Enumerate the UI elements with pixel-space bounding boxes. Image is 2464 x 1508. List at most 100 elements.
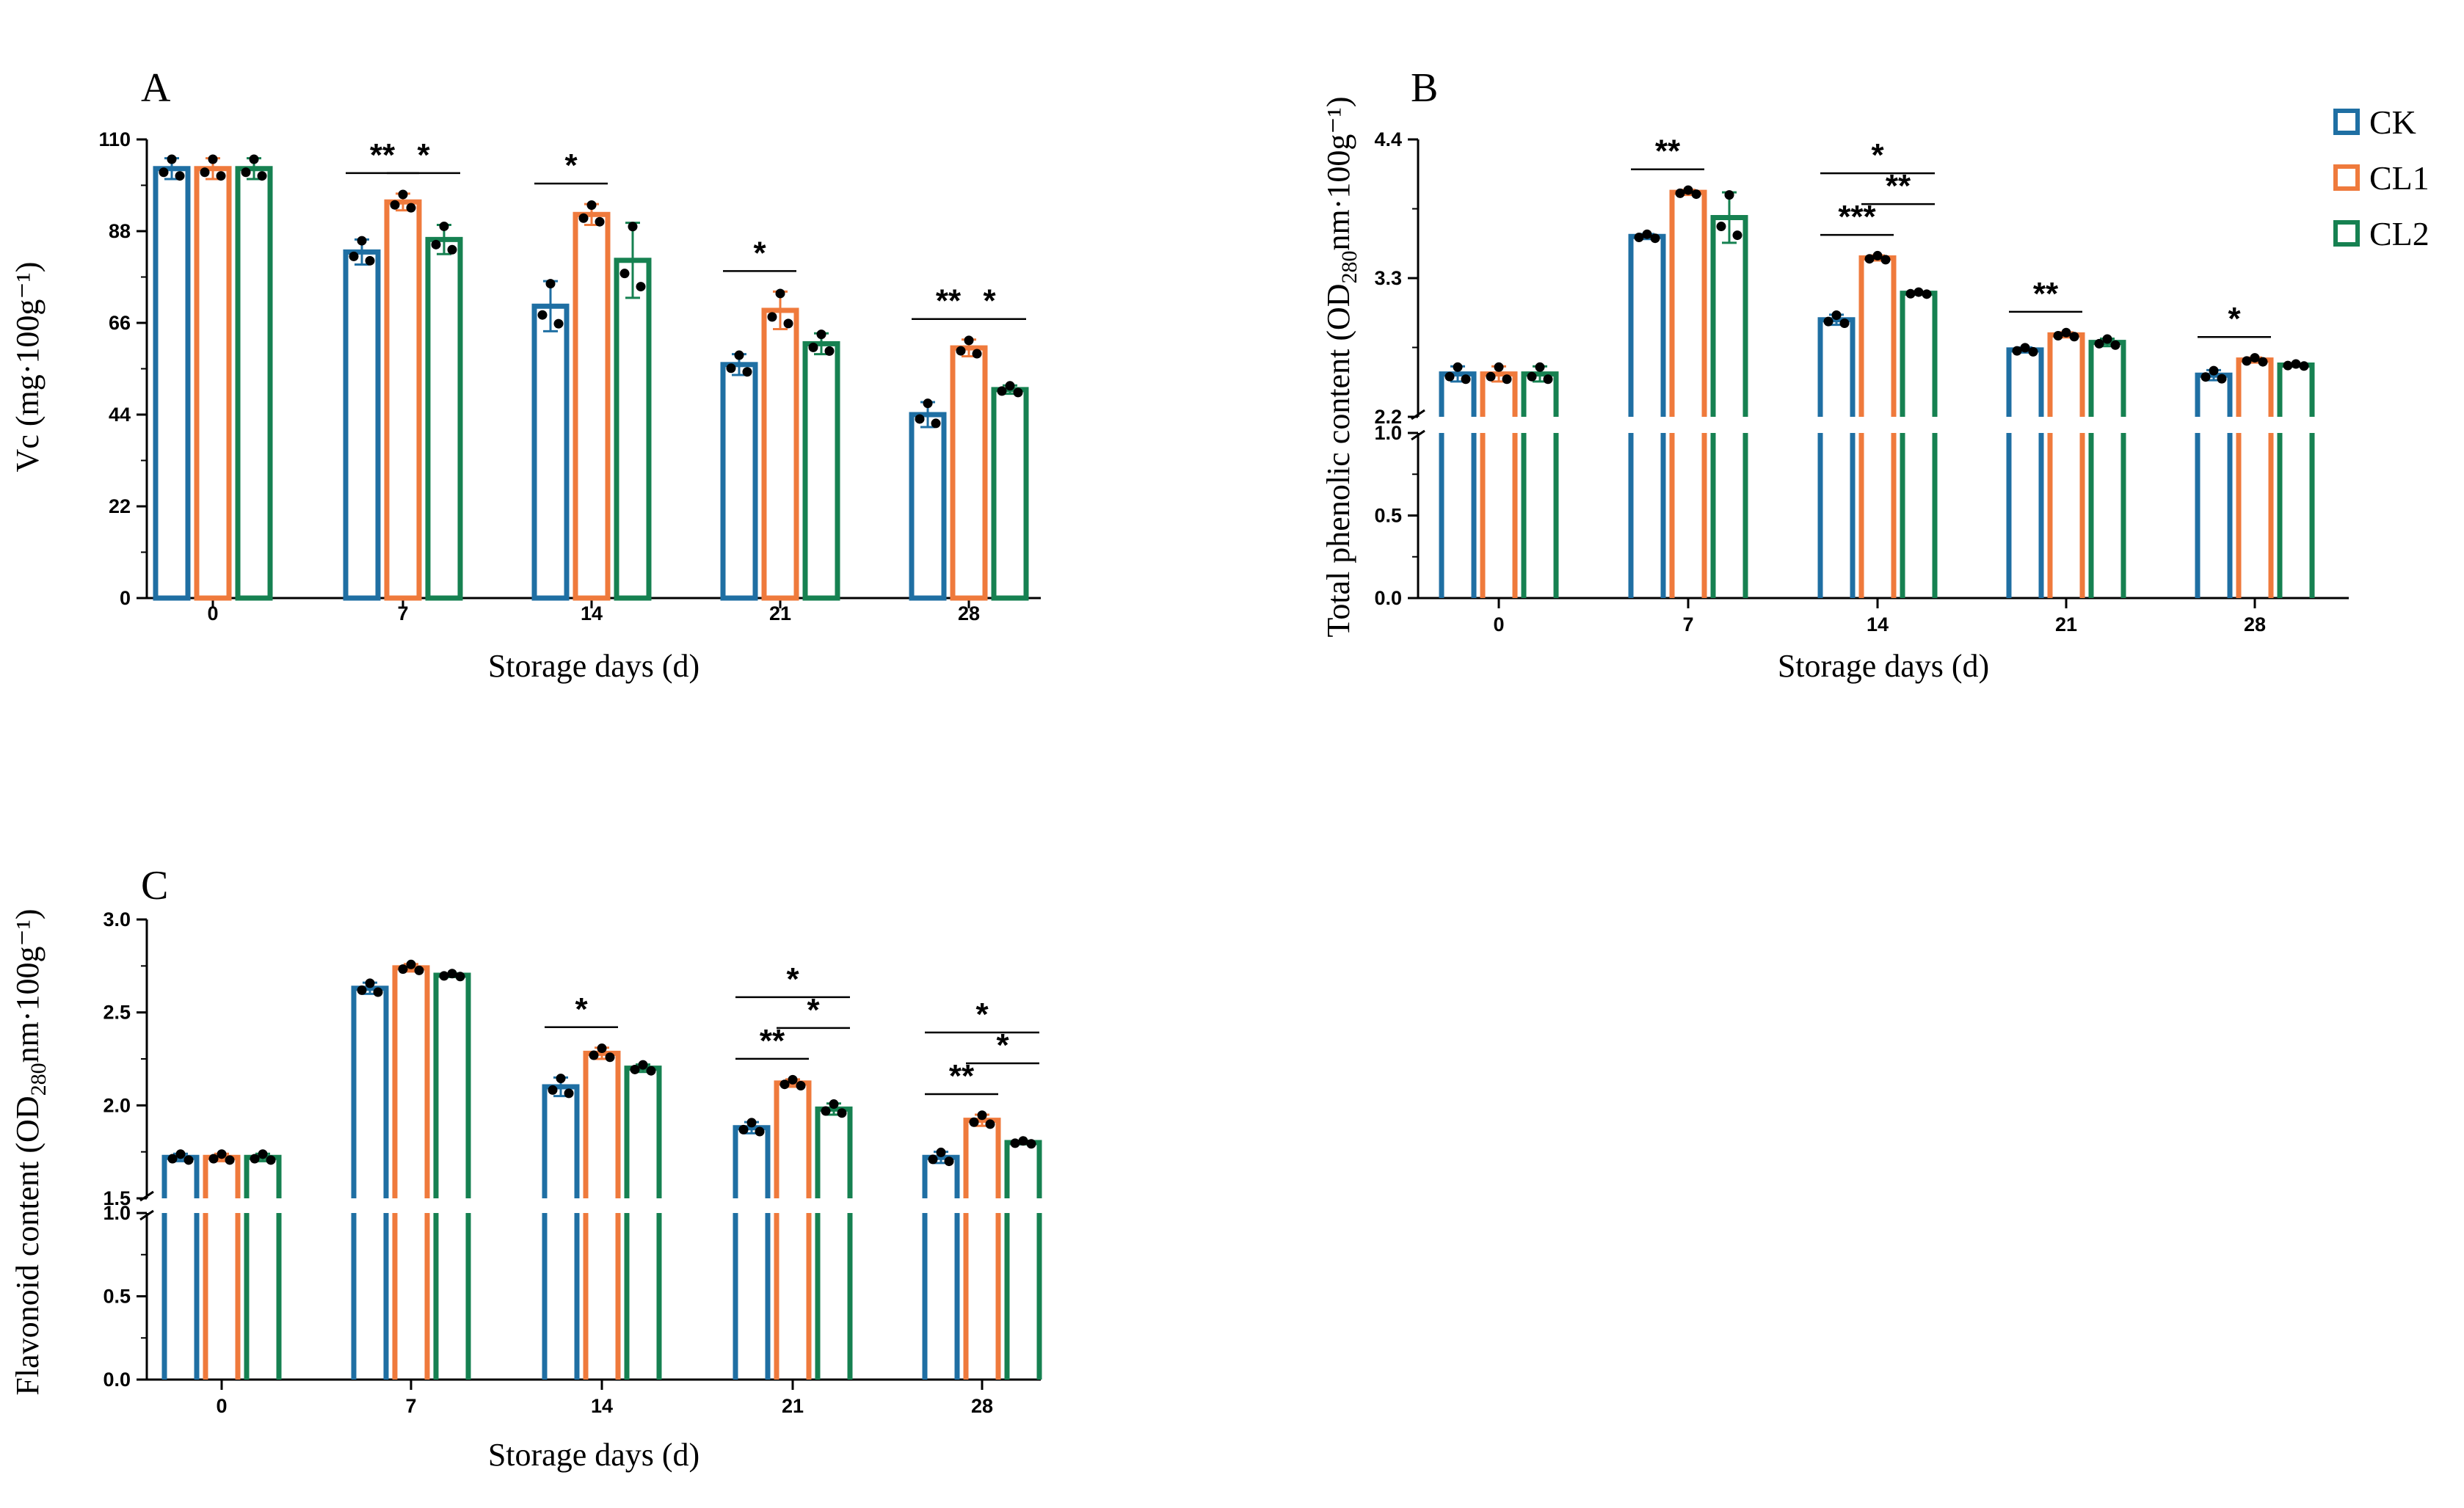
bar-cl1-upper xyxy=(1669,189,1707,417)
data-point xyxy=(2299,361,2309,371)
data-point xyxy=(779,1079,790,1090)
data-point xyxy=(2110,340,2120,350)
data-point xyxy=(578,213,589,223)
data-point xyxy=(738,1124,749,1134)
data-point xyxy=(2061,327,2071,338)
data-point xyxy=(1831,310,1842,321)
y-tick-label: 2.5 xyxy=(103,1002,131,1024)
data-point xyxy=(1461,374,1471,385)
legend-label-cl2: CL2 xyxy=(2369,215,2430,252)
bar-ck-lower xyxy=(2006,433,2044,598)
data-point xyxy=(208,154,218,164)
data-point xyxy=(1486,371,1496,382)
data-point xyxy=(1724,190,1734,200)
data-point xyxy=(398,964,408,975)
data-point xyxy=(1914,287,1924,297)
data-point xyxy=(357,236,367,246)
data-point xyxy=(1026,1139,1036,1149)
panel-b-phenolic-chart: B 0.0 0.5 1.02.2 3.3 4.4 0 7 14 21 28 Storage days … xyxy=(1320,65,2349,684)
bar-cl2-lower xyxy=(2277,433,2315,598)
significance-label: * xyxy=(2228,301,2241,337)
y-tick-label: 110 xyxy=(98,128,131,150)
bar-ck-upper xyxy=(351,986,389,1198)
y-axis-label-main: Total phenolic content (OD xyxy=(1320,283,1356,637)
bar-cl2-upper xyxy=(624,1066,662,1198)
y-tick-label: 0.5 xyxy=(103,1286,131,1308)
data-point xyxy=(241,167,251,178)
bar-ck-upper xyxy=(2006,347,2044,417)
data-point xyxy=(2250,353,2260,363)
x-tick-label: 0 xyxy=(1493,613,1504,635)
bar-cl1-upper xyxy=(392,965,430,1198)
bar-cl1 xyxy=(384,199,422,601)
y-tick-label: 22 xyxy=(109,495,131,517)
data-point xyxy=(1634,233,1644,243)
data-point xyxy=(742,367,752,377)
data-point xyxy=(956,346,966,356)
x-tick-label: 14 xyxy=(591,1395,613,1417)
bar-ck xyxy=(153,166,191,601)
bar-cl1-lower xyxy=(963,1213,1001,1380)
x-tick-label: 21 xyxy=(2055,613,2077,635)
data-point xyxy=(200,167,210,178)
bar-cl2-lower xyxy=(1004,1213,1042,1380)
data-point xyxy=(548,1085,558,1095)
data-point xyxy=(586,200,597,210)
data-point xyxy=(2291,359,2301,369)
significance-label: * xyxy=(753,235,766,271)
significance-label: * xyxy=(786,961,799,997)
data-point xyxy=(159,167,169,178)
bar-cl2 xyxy=(802,340,840,601)
data-point xyxy=(2258,357,2268,367)
data-point xyxy=(208,1154,219,1164)
data-point xyxy=(829,1099,839,1110)
y-tick-label: 0.0 xyxy=(1374,587,1402,609)
significance-label: * xyxy=(983,283,996,319)
data-point xyxy=(630,1064,640,1074)
data-point xyxy=(788,1074,798,1085)
data-point xyxy=(972,349,982,359)
bar-cl1-upper xyxy=(583,1050,621,1198)
data-point xyxy=(964,335,974,346)
bar-cl2-upper xyxy=(244,1154,282,1198)
data-point xyxy=(175,1149,186,1159)
data-point xyxy=(597,1043,607,1054)
data-point xyxy=(1675,188,1685,198)
data-point xyxy=(1880,255,1891,265)
bar-cl1-lower xyxy=(392,1213,430,1380)
data-point xyxy=(969,1117,979,1127)
data-point xyxy=(821,1106,831,1116)
data-point xyxy=(439,221,449,231)
data-point xyxy=(915,414,925,424)
data-point xyxy=(1453,362,1463,372)
data-point xyxy=(439,971,449,981)
data-point xyxy=(447,969,457,979)
data-point xyxy=(977,1110,987,1121)
y-tick-label: 1.0 xyxy=(103,1202,131,1224)
data-point xyxy=(1683,185,1693,195)
panel-label: C xyxy=(141,863,168,908)
x-tick-label: 14 xyxy=(581,602,603,624)
bar-cl2-lower xyxy=(2088,433,2126,598)
x-tick-label: 7 xyxy=(405,1395,416,1417)
data-point xyxy=(746,1118,757,1128)
data-point xyxy=(1872,250,1883,261)
y-tick-label: 0.0 xyxy=(103,1369,131,1391)
x-axis-label: Storage days (d) xyxy=(1778,648,1989,684)
data-point xyxy=(1013,387,1023,398)
y-tick-label: 1.5 xyxy=(103,1187,131,1209)
bar-ck-lower xyxy=(2195,433,2233,598)
bar-cl1-upper xyxy=(963,1118,1001,1198)
significance-label: * xyxy=(807,992,820,1028)
x-tick-label: 7 xyxy=(1682,613,1693,635)
data-point xyxy=(628,222,638,232)
bar-cl2-lower xyxy=(815,1213,853,1380)
data-point xyxy=(225,1155,235,1165)
panel-c-flavonoid-chart: C 0.0 0.5 1.01.5 2.0 2.5 3.0 0 7 14 21 28 Storage da… xyxy=(10,863,1042,1473)
significance-label: ** xyxy=(370,137,396,173)
data-point xyxy=(2028,346,2038,357)
bar-ck-lower xyxy=(733,1213,771,1380)
x-tick-label: 7 xyxy=(397,602,408,624)
bar-cl2 xyxy=(614,258,652,601)
